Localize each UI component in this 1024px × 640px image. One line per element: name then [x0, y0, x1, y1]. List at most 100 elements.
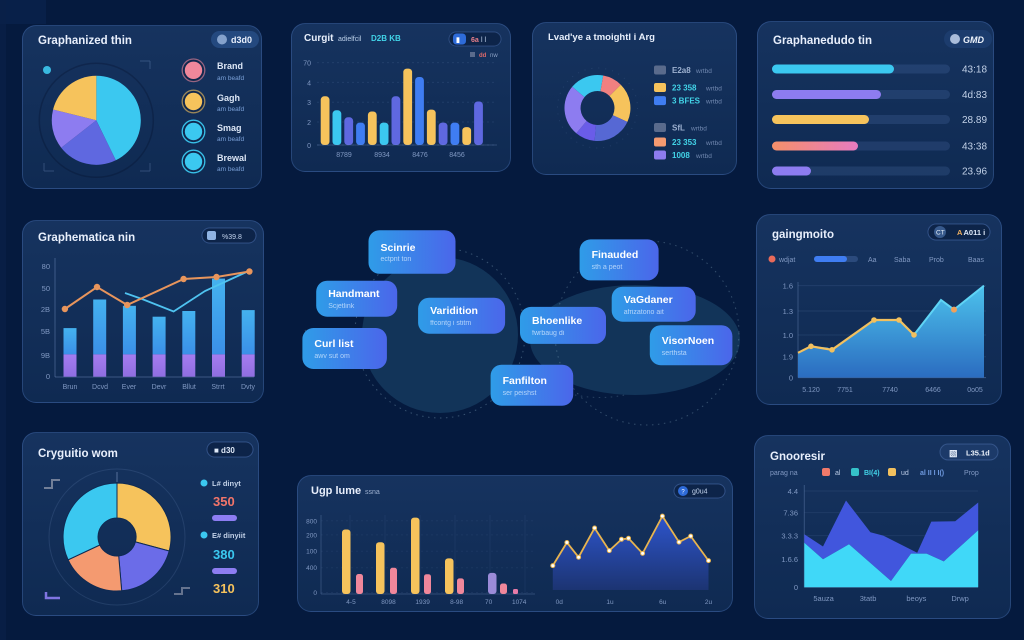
- svg-text:70: 70: [485, 599, 493, 606]
- svg-text:Brewal: Brewal: [217, 153, 247, 163]
- svg-text:Fanfilton: Fanfilton: [503, 375, 547, 387]
- svg-text:Brun: Brun: [63, 384, 78, 391]
- svg-text:5B: 5B: [41, 327, 50, 336]
- svg-text:wrtbd: wrtbd: [705, 86, 722, 93]
- svg-text:VisorNoen: VisorNoen: [662, 335, 714, 347]
- svg-text:7751: 7751: [837, 387, 853, 394]
- svg-text:Drwp: Drwp: [951, 594, 969, 603]
- svg-text:am beafd: am beafd: [217, 166, 244, 173]
- svg-text:4-5: 4-5: [346, 599, 356, 606]
- svg-text:A: A: [957, 228, 963, 237]
- svg-text:GMD: GMD: [963, 35, 984, 45]
- svg-text:Devr: Devr: [152, 384, 167, 391]
- svg-text:serthsta: serthsta: [662, 350, 687, 357]
- svg-text:SfL: SfL: [672, 124, 685, 133]
- svg-text:▧: ▧: [949, 448, 958, 458]
- svg-text:l l: l l: [481, 37, 487, 44]
- svg-text:Prop: Prop: [964, 470, 979, 477]
- svg-text:afrizatono ait: afrizatono ait: [624, 309, 664, 316]
- svg-text:g0u4: g0u4: [692, 489, 708, 496]
- svg-text:Cryguitio wom: Cryguitio wom: [38, 448, 118, 460]
- svg-text:9B: 9B: [41, 351, 50, 360]
- svg-text:1.9: 1.9: [783, 353, 793, 362]
- svg-text:5auza: 5auza: [813, 594, 834, 603]
- svg-text:1.0: 1.0: [783, 331, 793, 340]
- svg-text:Ever: Ever: [122, 384, 137, 391]
- svg-text:2: 2: [307, 120, 311, 127]
- svg-text:am beafd: am beafd: [217, 75, 244, 82]
- svg-text:am beafd: am beafd: [217, 106, 244, 113]
- svg-text:Smag: Smag: [217, 123, 242, 133]
- svg-text:fwrbaug di: fwrbaug di: [532, 330, 565, 337]
- svg-text:al II I I(): al II I I(): [920, 470, 944, 477]
- svg-text:23 353: 23 353: [672, 138, 697, 147]
- svg-text:Curl list: Curl list: [314, 338, 354, 350]
- svg-text:6u: 6u: [659, 599, 667, 606]
- svg-text:200: 200: [306, 532, 317, 539]
- svg-text:1.6.6: 1.6.6: [781, 555, 798, 564]
- svg-text:2u: 2u: [705, 599, 713, 606]
- svg-text:50: 50: [42, 284, 50, 293]
- svg-text:0: 0: [46, 372, 50, 381]
- svg-text:8934: 8934: [374, 152, 390, 159]
- svg-text:400: 400: [306, 565, 317, 572]
- svg-text:3tatb: 3tatb: [860, 594, 877, 603]
- svg-text:3.3.3: 3.3.3: [781, 532, 798, 541]
- svg-text:1939: 1939: [415, 599, 430, 606]
- svg-text:28.89: 28.89: [962, 115, 987, 126]
- svg-text:1u: 1u: [606, 599, 614, 606]
- svg-text:70: 70: [303, 61, 311, 68]
- svg-text:sth a peot: sth a peot: [592, 264, 623, 271]
- svg-text:ser peishst: ser peishst: [503, 390, 537, 397]
- svg-text:gaingmoito: gaingmoito: [772, 229, 834, 241]
- svg-text:4.4: 4.4: [788, 487, 798, 496]
- svg-text:Dcvd: Dcvd: [92, 384, 108, 391]
- svg-text:Brand: Brand: [217, 61, 243, 71]
- svg-text:Curgit: Curgit: [304, 33, 334, 44]
- svg-text:Bhoenlike: Bhoenlike: [532, 315, 582, 327]
- svg-text:0o05: 0o05: [967, 387, 983, 394]
- svg-text:8-98: 8-98: [450, 599, 463, 606]
- svg-text:43:18: 43:18: [962, 65, 987, 76]
- svg-text:23.96: 23.96: [962, 167, 987, 178]
- svg-text:23 358: 23 358: [672, 84, 697, 93]
- svg-text:6466: 6466: [925, 387, 941, 394]
- svg-text:Prob: Prob: [929, 257, 944, 264]
- svg-text:nw: nw: [490, 53, 498, 59]
- svg-text:ud: ud: [901, 470, 909, 477]
- svg-text:VaGdaner: VaGdaner: [624, 294, 673, 306]
- svg-text:al: al: [835, 470, 841, 477]
- svg-text:6a: 6a: [471, 37, 479, 44]
- svg-text:2B: 2B: [41, 305, 50, 314]
- svg-text:Graphanized thin: Graphanized thin: [38, 35, 132, 47]
- svg-text:wrtbd: wrtbd: [695, 68, 712, 75]
- svg-text:ffcontg i stitm: ffcontg i stitm: [430, 320, 471, 327]
- svg-text:0: 0: [307, 143, 311, 150]
- svg-text:1.6: 1.6: [783, 282, 793, 291]
- svg-text:310: 310: [213, 581, 235, 596]
- svg-text:4d:83: 4d:83: [962, 90, 987, 101]
- svg-text:1074: 1074: [512, 599, 527, 606]
- svg-text:L35.1d: L35.1d: [966, 449, 990, 458]
- svg-text:350: 350: [213, 494, 235, 509]
- svg-text:parag na: parag na: [770, 470, 798, 477]
- svg-text:Aa: Aa: [868, 257, 877, 264]
- svg-text:5.120: 5.120: [802, 387, 820, 394]
- svg-text:3: 3: [307, 100, 311, 107]
- svg-text:Ugp lume: Ugp lume: [311, 485, 361, 497]
- svg-text:Dvty: Dvty: [241, 384, 256, 391]
- svg-text:dd: dd: [479, 53, 487, 59]
- svg-text:8098: 8098: [381, 599, 396, 606]
- svg-text:3 BFES: 3 BFES: [672, 97, 701, 106]
- svg-text:wrtbd: wrtbd: [705, 99, 722, 106]
- svg-text:Bllut: Bllut: [182, 384, 196, 391]
- svg-text:7.36: 7.36: [783, 509, 798, 518]
- svg-text:?: ?: [681, 490, 685, 496]
- svg-text:L# dinyt: L# dinyt: [212, 479, 241, 488]
- svg-text:CT: CT: [936, 230, 945, 237]
- svg-text:D2B KB: D2B KB: [371, 34, 401, 43]
- svg-text:■ d30: ■ d30: [214, 446, 235, 455]
- svg-text:wrtbd: wrtbd: [695, 153, 712, 160]
- svg-text:E# dinyiit: E# dinyiit: [212, 531, 246, 540]
- svg-text:Lvad'ye a tmoightl i Arg: Lvad'ye a tmoightl i Arg: [548, 32, 655, 43]
